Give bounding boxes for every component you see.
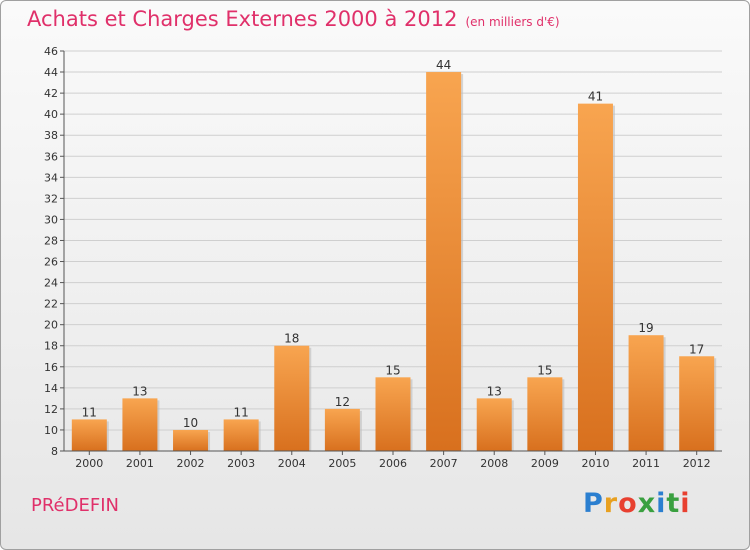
data-labels: 11 13 10 11 18 12 15 44 13 15 41 19 17 bbox=[82, 58, 705, 430]
logo-letter: o bbox=[618, 488, 638, 519]
bar-2001 bbox=[122, 398, 158, 451]
x-tick-label: 2008 bbox=[480, 457, 508, 470]
y-tick-label: 34 bbox=[44, 171, 58, 184]
y-tick-label: 24 bbox=[44, 277, 58, 290]
y-tick-label: 14 bbox=[44, 382, 58, 395]
y-tick-label: 26 bbox=[44, 256, 58, 269]
y-tick-label: 38 bbox=[44, 129, 58, 142]
y-tick-label: 36 bbox=[44, 150, 58, 163]
bar-2009 bbox=[527, 377, 563, 451]
y-tick-label: 8 bbox=[51, 445, 58, 458]
data-label: 44 bbox=[436, 58, 451, 72]
y-tick-label: 20 bbox=[44, 319, 58, 332]
logo-letter: t bbox=[666, 488, 681, 519]
x-tick-label: 2010 bbox=[581, 457, 609, 470]
x-tick-label: 2001 bbox=[126, 457, 154, 470]
bar-2006 bbox=[375, 377, 411, 451]
data-label: 12 bbox=[335, 395, 350, 409]
x-tick-label: 2004 bbox=[278, 457, 306, 470]
bar-2003 bbox=[223, 419, 259, 451]
bar-2000 bbox=[71, 419, 107, 451]
data-label: 11 bbox=[234, 405, 249, 419]
data-label: 18 bbox=[284, 332, 299, 346]
bar-2012 bbox=[679, 356, 715, 451]
bar-2007 bbox=[426, 72, 462, 451]
y-tick-label: 46 bbox=[44, 45, 58, 58]
x-tick-label: 2002 bbox=[177, 457, 205, 470]
y-tick-label: 32 bbox=[44, 192, 58, 205]
y-tick-label: 40 bbox=[44, 108, 58, 121]
y-tick-label: 30 bbox=[44, 213, 58, 226]
y-tick-label: 18 bbox=[44, 340, 58, 353]
logo-letter: r bbox=[603, 488, 619, 519]
bar-2002 bbox=[173, 429, 209, 451]
x-tick-label: 2009 bbox=[531, 457, 559, 470]
y-tick-label: 42 bbox=[44, 87, 58, 100]
x-tick-label: 2007 bbox=[430, 457, 458, 470]
data-label: 15 bbox=[385, 363, 400, 377]
bars bbox=[71, 72, 717, 451]
bar-2008 bbox=[476, 398, 512, 451]
x-tick-label: 2006 bbox=[379, 457, 407, 470]
y-tick-label: 10 bbox=[44, 424, 58, 437]
logo-letter: i bbox=[680, 488, 691, 519]
chart-title: Achats et Charges Externes 2000 à 2012 (e… bbox=[27, 7, 560, 31]
x-tick-label: 2000 bbox=[75, 457, 103, 470]
axes bbox=[63, 51, 722, 455]
data-label: 19 bbox=[638, 321, 653, 335]
y-tick-label: 22 bbox=[44, 298, 58, 311]
data-label: 10 bbox=[183, 416, 198, 430]
data-label: 11 bbox=[82, 405, 97, 419]
x-tick-label: 2011 bbox=[632, 457, 660, 470]
data-label: 17 bbox=[689, 342, 704, 356]
bar-2004 bbox=[274, 345, 310, 451]
y-tick-label: 12 bbox=[44, 403, 58, 416]
data-label: 41 bbox=[588, 90, 603, 104]
y-tick-label: 44 bbox=[44, 66, 58, 79]
logo-letter: P bbox=[583, 488, 604, 519]
x-tick-label: 2005 bbox=[328, 457, 356, 470]
y-tick-label: 16 bbox=[44, 361, 58, 374]
proxiti-logo: Proxiti bbox=[583, 488, 691, 519]
data-label: 13 bbox=[132, 384, 147, 398]
x-tick-label: 2012 bbox=[683, 457, 711, 470]
x-axis-tick-labels: 2000 2001 2002 2003 2004 2005 2006 2007 2008 2009… bbox=[75, 457, 710, 470]
bar-2005 bbox=[324, 408, 360, 451]
bar-2011 bbox=[628, 335, 664, 451]
data-label: 13 bbox=[487, 384, 502, 398]
bar-2010 bbox=[577, 103, 613, 451]
logo-letter: i bbox=[656, 488, 667, 519]
chart-subtitle: (en milliers d'€) bbox=[465, 15, 560, 29]
logo-letter: x bbox=[637, 488, 657, 519]
location-name: PRéDEFIN bbox=[31, 495, 119, 516]
chart-title-text: Achats et Charges Externes 2000 à 2012 bbox=[27, 7, 458, 31]
x-tick-label: 2003 bbox=[227, 457, 255, 470]
y-tick-label: 28 bbox=[44, 234, 58, 247]
y-axis-tick-labels: 8 10 12 14 16 18 20 22 24 26 28 30 32 34 36 38 40 42 44 46 bbox=[44, 45, 58, 458]
data-label: 15 bbox=[537, 363, 552, 377]
